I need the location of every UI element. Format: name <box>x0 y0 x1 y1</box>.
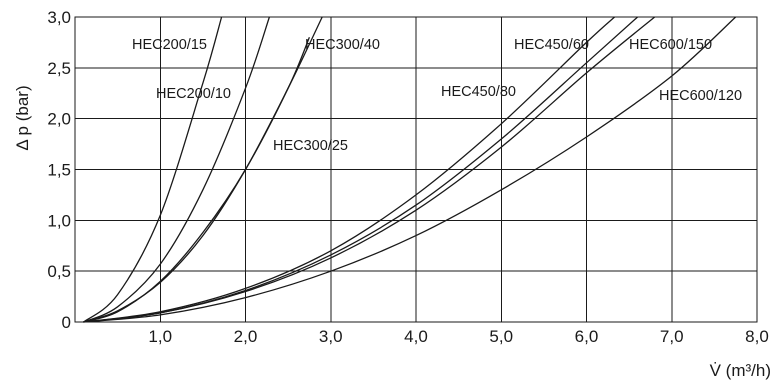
series-curve-hec450-60 <box>83 16 616 323</box>
y-tick-label: 1,0 <box>47 211 71 230</box>
series-curve-hec200-10 <box>83 16 271 323</box>
series-curve-hec600-120 <box>83 16 737 323</box>
x-tick-label: 1,0 <box>148 327 172 346</box>
x-tick-label: 7,0 <box>660 327 684 346</box>
series-label: HEC450/60 <box>514 37 589 53</box>
x-tick-label: 3,0 <box>319 327 343 346</box>
y-tick-label: 2,0 <box>47 110 71 129</box>
y-tick-label: 1,5 <box>47 161 71 180</box>
series-labels: HEC200/15 HEC200/10 HEC300/40 HEC300/25 HEC4… <box>132 37 742 154</box>
series-label: HEC300/25 <box>273 138 348 154</box>
series-label: HEC450/80 <box>441 84 516 100</box>
grid <box>74 16 758 323</box>
x-axis-label: V̇ (m³/h) <box>710 361 771 380</box>
y-axis-label: Δ p (bar) <box>13 85 32 150</box>
x-tick-label: 5,0 <box>489 327 513 346</box>
y-tick-label: 0 <box>62 313 71 332</box>
axis-ticks: 1,0 2,0 3,0 4,0 5,0 6,0 7,0 8,0 0 0,5 1,0 1,5 2,0 2,5… <box>47 8 768 346</box>
y-tick-label: 3,0 <box>47 8 71 27</box>
x-tick-label: 8,0 <box>745 327 769 346</box>
series-label: HEC600/150 <box>629 37 712 53</box>
series-curve-hec600-150 <box>83 16 656 323</box>
x-tick-label: 4,0 <box>404 327 428 346</box>
series-label: HEC200/15 <box>132 37 207 53</box>
series-label: HEC300/40 <box>305 37 380 53</box>
series-curve-hec200-15 <box>83 16 223 323</box>
x-tick-label: 6,0 <box>575 327 599 346</box>
y-tick-label: 0,5 <box>47 262 71 281</box>
series-label: HEC600/120 <box>659 88 742 104</box>
series-label: HEC200/10 <box>156 86 231 102</box>
y-tick-label: 2,5 <box>47 59 71 78</box>
series-curves <box>83 16 737 323</box>
series-curve-hec300-25 <box>83 37 311 323</box>
x-tick-label: 2,0 <box>234 327 258 346</box>
